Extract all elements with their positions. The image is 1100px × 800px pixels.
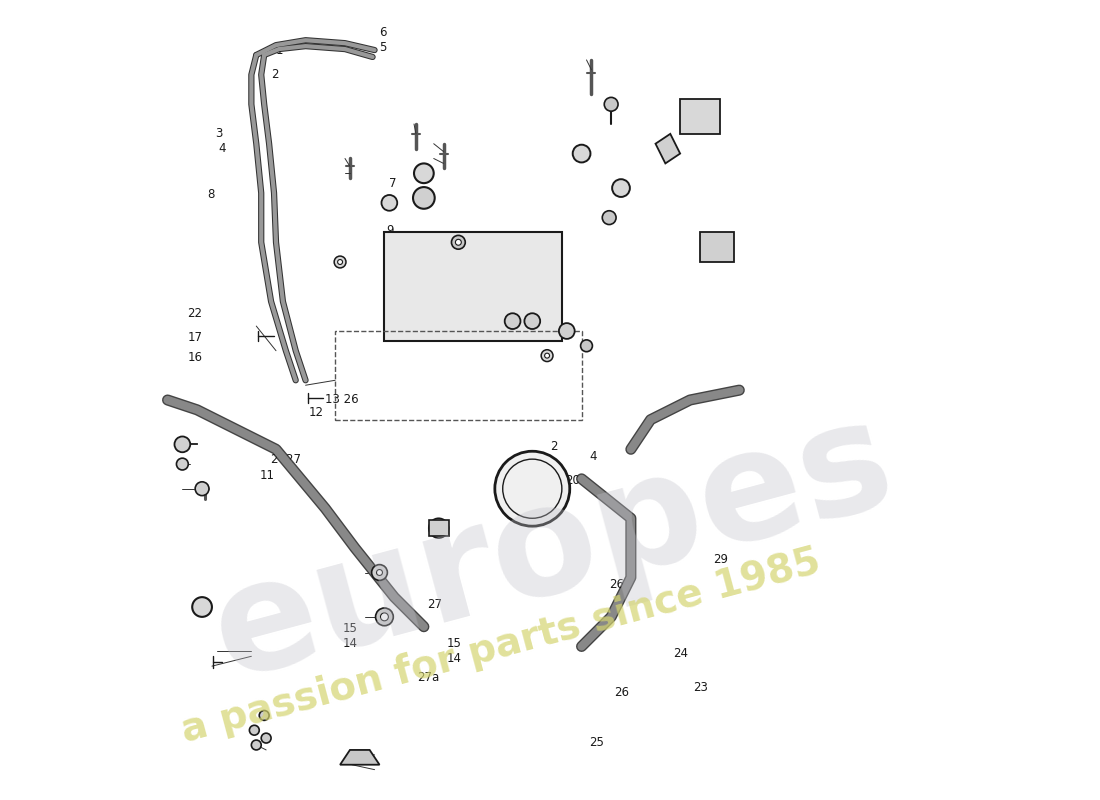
Text: 2: 2 [550, 440, 558, 453]
Text: 13 26: 13 26 [326, 394, 359, 406]
Text: a passion for parts since 1985: a passion for parts since 1985 [177, 542, 825, 750]
Circle shape [604, 98, 618, 111]
Text: 10: 10 [537, 302, 552, 315]
Circle shape [412, 187, 434, 209]
Circle shape [338, 259, 342, 265]
Text: europes: europes [197, 386, 909, 710]
Circle shape [176, 458, 188, 470]
Bar [429, 520, 449, 536]
Text: 26: 26 [614, 686, 629, 699]
Text: 24: 24 [673, 647, 689, 660]
Bar [700, 233, 735, 262]
Text: 3: 3 [214, 127, 222, 140]
Circle shape [603, 210, 616, 225]
Circle shape [260, 710, 270, 720]
Circle shape [382, 195, 397, 210]
Circle shape [573, 145, 591, 162]
Text: 5: 5 [379, 41, 387, 54]
Circle shape [495, 451, 570, 526]
Text: 14: 14 [447, 652, 462, 665]
Circle shape [334, 256, 346, 268]
Text: 20: 20 [564, 474, 580, 487]
Text: 27: 27 [427, 598, 442, 610]
Text: 15: 15 [447, 637, 461, 650]
Circle shape [192, 597, 212, 617]
Text: 14: 14 [343, 637, 358, 650]
Polygon shape [656, 134, 680, 163]
Text: 2: 2 [271, 68, 278, 82]
Polygon shape [340, 750, 379, 765]
Text: 19: 19 [529, 474, 544, 487]
Text: 23: 23 [693, 682, 707, 694]
Circle shape [429, 518, 449, 538]
Text: 26a: 26a [609, 578, 631, 591]
Text: 16: 16 [187, 351, 202, 364]
Circle shape [505, 314, 520, 329]
Text: 12: 12 [308, 406, 323, 419]
Circle shape [381, 613, 388, 621]
Bar [336, 331, 582, 420]
Text: 18: 18 [516, 474, 530, 487]
Circle shape [612, 179, 630, 197]
Circle shape [544, 353, 550, 358]
Text: 17: 17 [187, 331, 202, 344]
Circle shape [175, 437, 190, 452]
Bar [384, 233, 562, 341]
Circle shape [525, 314, 540, 329]
Circle shape [455, 239, 461, 246]
Text: 9: 9 [386, 224, 394, 237]
Circle shape [414, 163, 433, 183]
Circle shape [376, 570, 383, 575]
Text: 29: 29 [713, 553, 728, 566]
Text: 6: 6 [379, 26, 387, 39]
Circle shape [372, 565, 387, 580]
Text: 15: 15 [343, 622, 358, 635]
Text: 27a: 27a [417, 671, 439, 685]
Circle shape [559, 323, 574, 339]
Text: 2  27: 2 27 [271, 453, 301, 466]
Text: 7: 7 [389, 177, 397, 190]
Text: 11: 11 [260, 470, 274, 482]
Circle shape [195, 482, 209, 496]
Circle shape [581, 340, 593, 352]
Text: 21: 21 [441, 267, 455, 280]
Circle shape [250, 726, 260, 735]
Text: 25: 25 [590, 735, 604, 749]
Text: 1: 1 [276, 43, 284, 57]
Text: 4: 4 [219, 142, 227, 155]
Circle shape [451, 235, 465, 249]
Circle shape [252, 740, 261, 750]
Bar [680, 99, 719, 134]
Text: 22: 22 [187, 306, 202, 320]
Text: 8: 8 [207, 189, 215, 202]
Text: 4: 4 [590, 450, 597, 462]
Circle shape [541, 350, 553, 362]
Circle shape [375, 608, 394, 626]
Circle shape [261, 733, 271, 743]
